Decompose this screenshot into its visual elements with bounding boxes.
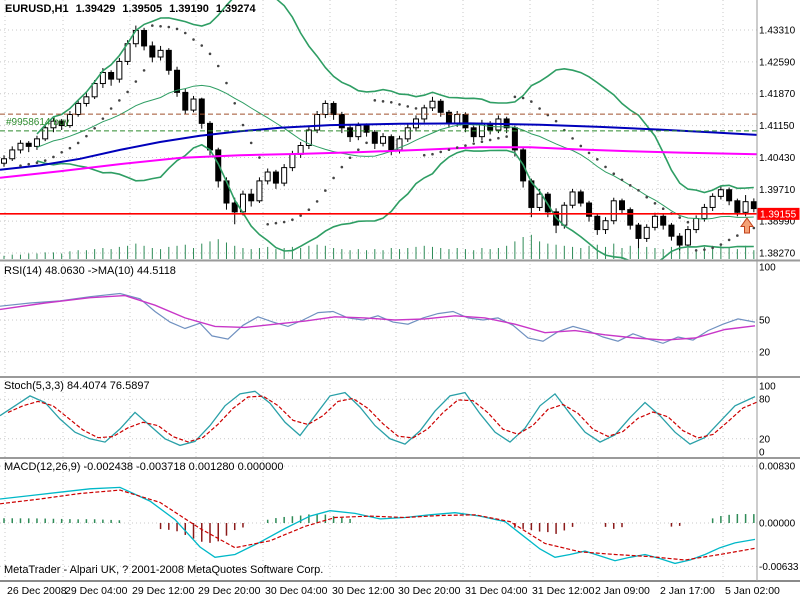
time-axis-label: 29 Dec 12:00 (132, 585, 195, 597)
time-axis-label: 2 Jan 09:00 (595, 585, 650, 597)
time-axis-label: 31 Dec 12:00 (532, 585, 595, 597)
rsi-axis-label: 100 (759, 263, 776, 274)
copyright-text: MetaTrader - Alpari UK, ? 2001-2008 Meta… (4, 564, 324, 576)
current-price-label: 1.39155 (760, 209, 797, 220)
time-axis-label: 5 Jan 02:00 (725, 585, 780, 597)
time-axis-label: 29 Dec 04:00 (65, 585, 128, 597)
rsi-panel[interactable] (0, 292, 756, 344)
stoch-axis-label: 0 (759, 448, 765, 459)
buy-order-label: #9958614 buy (6, 117, 70, 128)
slow-ma-line (0, 122, 757, 171)
up-arrow-icon (740, 217, 754, 234)
bollinger-middle-line (36, 84, 754, 220)
rsi-axis-label: 20 (759, 347, 771, 358)
time-axis-label: 2 Jan 17:00 (660, 585, 715, 597)
open-value: 1.39429 (75, 3, 116, 15)
macd-indicator-label: MACD(12,26,9) -0.002438 -0.003718 0.0012… (4, 461, 284, 473)
chart-header: EURUSD,H1 1.39429 1.39505 1.39190 1.39274 (5, 3, 263, 15)
time-axis-label: 30 Dec 12:00 (332, 585, 395, 597)
symbol-period-label: EURUSD,H1 (5, 3, 69, 15)
rsi-indicator-label: RSI(14) 48.0630 ->MA(10) 44.5118 (4, 265, 176, 277)
macd-panel[interactable] (0, 486, 756, 565)
time-axis-label: 30 Dec 20:00 (398, 585, 461, 597)
low-value: 1.39190 (169, 3, 209, 15)
stochastic-panel[interactable] (0, 390, 763, 447)
close-value: 1.39274 (215, 3, 256, 15)
volume-bars (3, 234, 755, 259)
grid-layer (0, 0, 757, 580)
bollinger-upper-line (36, 0, 754, 194)
bollinger-lower-line (36, 143, 754, 260)
macd-line (0, 486, 756, 565)
current-price-tag (757, 207, 800, 220)
high-value: 1.39505 (122, 3, 163, 15)
time-axis-label: 30 Dec 04:00 (265, 585, 328, 597)
price-axis-label: 1.38990 (759, 217, 796, 228)
medium-ma-line (0, 146, 757, 179)
stoch-axis-label: 20 (759, 434, 771, 445)
overlay-lines (0, 0, 757, 260)
rsi-axis-label: 50 (759, 316, 771, 327)
macd-axis-label: -0.00633 (759, 562, 799, 573)
stoch-axis-label: 100 (759, 382, 776, 393)
macd-signal-line (0, 489, 756, 561)
time-axis-label: 31 Dec 04:00 (465, 585, 528, 597)
stochastic-indicator-label: Stoch(5,3,3) 84.4074 76.5897 (4, 380, 150, 392)
time-axis-label: 26 Dec 2008 (7, 585, 67, 597)
stoch-signal-line (7, 395, 757, 443)
price-axis[interactable]: 1.43310 1.42590 1.41870 1.41150 1.40430 1.397… (759, 26, 799, 573)
price-axis-label: 1.43310 (759, 26, 796, 37)
stoch-axis-label: 80 (759, 395, 771, 406)
candles-layer (1, 25, 757, 251)
price-axis-label: 1.39710 (759, 185, 796, 196)
price-axis-label: 1.41150 (759, 121, 795, 132)
price-axis-label: 1.40430 (759, 153, 796, 164)
price-axis-label: 1.42590 (759, 57, 796, 68)
macd-axis-label: 0.00000 (759, 519, 796, 530)
stoch-main-line (0, 390, 756, 447)
time-axis-label: 29 Dec 20:00 (198, 585, 261, 597)
macd-axis-label: 0.00830 (759, 462, 796, 473)
price-axis-label: 1.38270 (759, 249, 796, 260)
price-axis-label: 1.41870 (759, 89, 796, 100)
sar-dots (19, 24, 756, 252)
rsi-main-line (0, 292, 756, 344)
rsi-ma-line (0, 294, 756, 341)
